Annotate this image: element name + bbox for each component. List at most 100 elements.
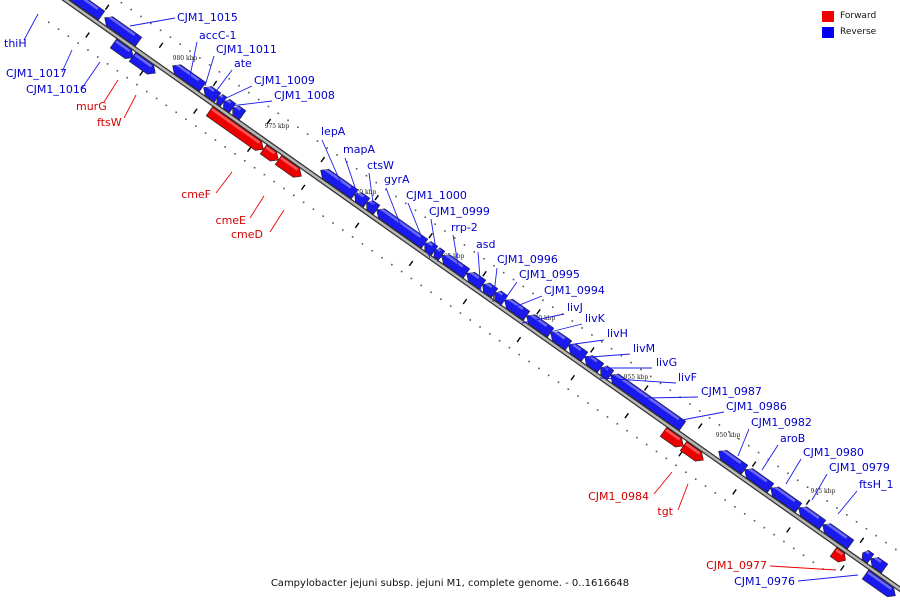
strand-legend: Forward Reverse [822, 8, 892, 40]
track-dot [551, 306, 554, 309]
tick-mark [408, 260, 414, 267]
label-leader-lines [23, 13, 859, 582]
leader-CJM1_1009 [221, 85, 253, 101]
track-dot [248, 91, 250, 94]
gene-highlight [665, 428, 681, 441]
track-dot [557, 381, 560, 384]
leader-CJM1_0984 [653, 471, 673, 495]
track-dot [424, 216, 427, 219]
track-dot [297, 126, 299, 129]
track-dot [257, 98, 260, 101]
gene-label-CJM1_0986: CJM1_0986 [726, 400, 787, 413]
gene-highlight [106, 14, 136, 37]
gene-label-CJM1_1011: CJM1_1011 [216, 43, 277, 56]
track-dot [649, 375, 652, 378]
track-dot [875, 534, 877, 537]
gene-highlight [115, 40, 131, 52]
track-dot [640, 368, 642, 371]
track-dot [610, 347, 613, 350]
gene-highlight [552, 329, 566, 340]
leader-CJM1_1017 [61, 49, 73, 73]
track-dot [87, 49, 89, 51]
track-dot [136, 83, 138, 86]
track-dot [502, 271, 505, 274]
track-dot [351, 236, 354, 238]
gene-CJM1_0976 [861, 569, 896, 598]
track-dot [253, 166, 256, 169]
leader-CJM1_1011 [204, 55, 215, 87]
gene-box [822, 523, 855, 550]
track-dot [204, 132, 207, 134]
gene-rrp-2 [441, 252, 471, 279]
gene-highlight [586, 353, 598, 363]
leader-aroB [761, 444, 779, 471]
tick-mark [374, 194, 380, 201]
track-dot [816, 493, 819, 495]
gene-label-CJM1_0982: CJM1_0982 [751, 416, 812, 429]
gene-highlight [685, 442, 701, 455]
gene-CJM1_1015 [104, 14, 143, 47]
track-dot [777, 465, 779, 468]
track-dot [145, 90, 148, 93]
gene-label-asd: asd [476, 238, 495, 251]
track-dot [685, 471, 687, 474]
tick-label: 975 kbp [265, 123, 290, 130]
gene-label-livH: livH [607, 327, 628, 340]
track-dot [479, 326, 481, 328]
legend-item-forward: Forward [822, 8, 892, 24]
gene-ftsH_1 [870, 555, 889, 574]
track-dot [267, 105, 270, 108]
gene-highlight [720, 448, 742, 464]
leader-thiH [23, 13, 39, 41]
gene-highlight [468, 270, 480, 279]
gene-label-gyrA: gyrA [384, 173, 410, 186]
tick-mark [732, 489, 737, 495]
track-dot [150, 22, 152, 25]
gene-label-cmeF: cmeF [181, 188, 211, 201]
leader-ftsW [123, 94, 137, 119]
track-dot [434, 223, 436, 225]
leader-CJM1_0999 [430, 218, 439, 263]
gene-highlight [443, 252, 464, 268]
gene-box [320, 168, 359, 200]
gene-label-CJM1_0979: CJM1_0979 [829, 461, 890, 474]
gene-box [259, 144, 279, 162]
leader-CJM1_1015 [129, 17, 176, 27]
gene-label-CJM1_1008: CJM1_1008 [274, 89, 335, 102]
leader-livH [559, 339, 605, 347]
track-dot [855, 520, 858, 523]
track-dot [763, 526, 766, 529]
track-dot [655, 450, 658, 453]
track-dot [263, 173, 266, 176]
track-dot [361, 243, 364, 245]
genome-caption: Campylobacter jejuni subsp. jejuni M1, c… [270, 578, 630, 589]
track-dot [410, 277, 413, 280]
tick-mark [697, 423, 703, 429]
gene-label-CJM1_1016: CJM1_1016 [26, 83, 87, 96]
gene-gyrA [376, 206, 429, 249]
track-dot [365, 174, 368, 177]
track-dot [512, 278, 515, 281]
gene-highlight [234, 105, 242, 111]
track-dot [322, 215, 325, 217]
track-dot [826, 500, 828, 502]
track-dot [659, 382, 662, 385]
gene-label-CJM1_1015: CJM1_1015 [177, 11, 238, 24]
track-dot [600, 341, 603, 343]
gene-label-CJM1_1000: CJM1_1000 [406, 189, 467, 202]
track-dot [753, 519, 756, 522]
track-dot [669, 389, 672, 392]
gene-label-CJM1_0977: CJM1_0977 [706, 559, 767, 572]
gene-box [829, 547, 846, 563]
gene-label-accC-1: accC-1 [199, 29, 237, 42]
gene-highlight [506, 297, 524, 311]
track-dot [273, 180, 276, 183]
gene-highlight [824, 521, 848, 539]
gene-mapA [354, 191, 371, 208]
leader-CJM1_0977 [769, 565, 837, 571]
track-dot [636, 436, 638, 439]
gene-label-CJM1_1009: CJM1_1009 [254, 74, 315, 87]
track-dot [218, 71, 221, 73]
gene-highlight [746, 466, 768, 483]
gene-highlight [322, 167, 352, 189]
